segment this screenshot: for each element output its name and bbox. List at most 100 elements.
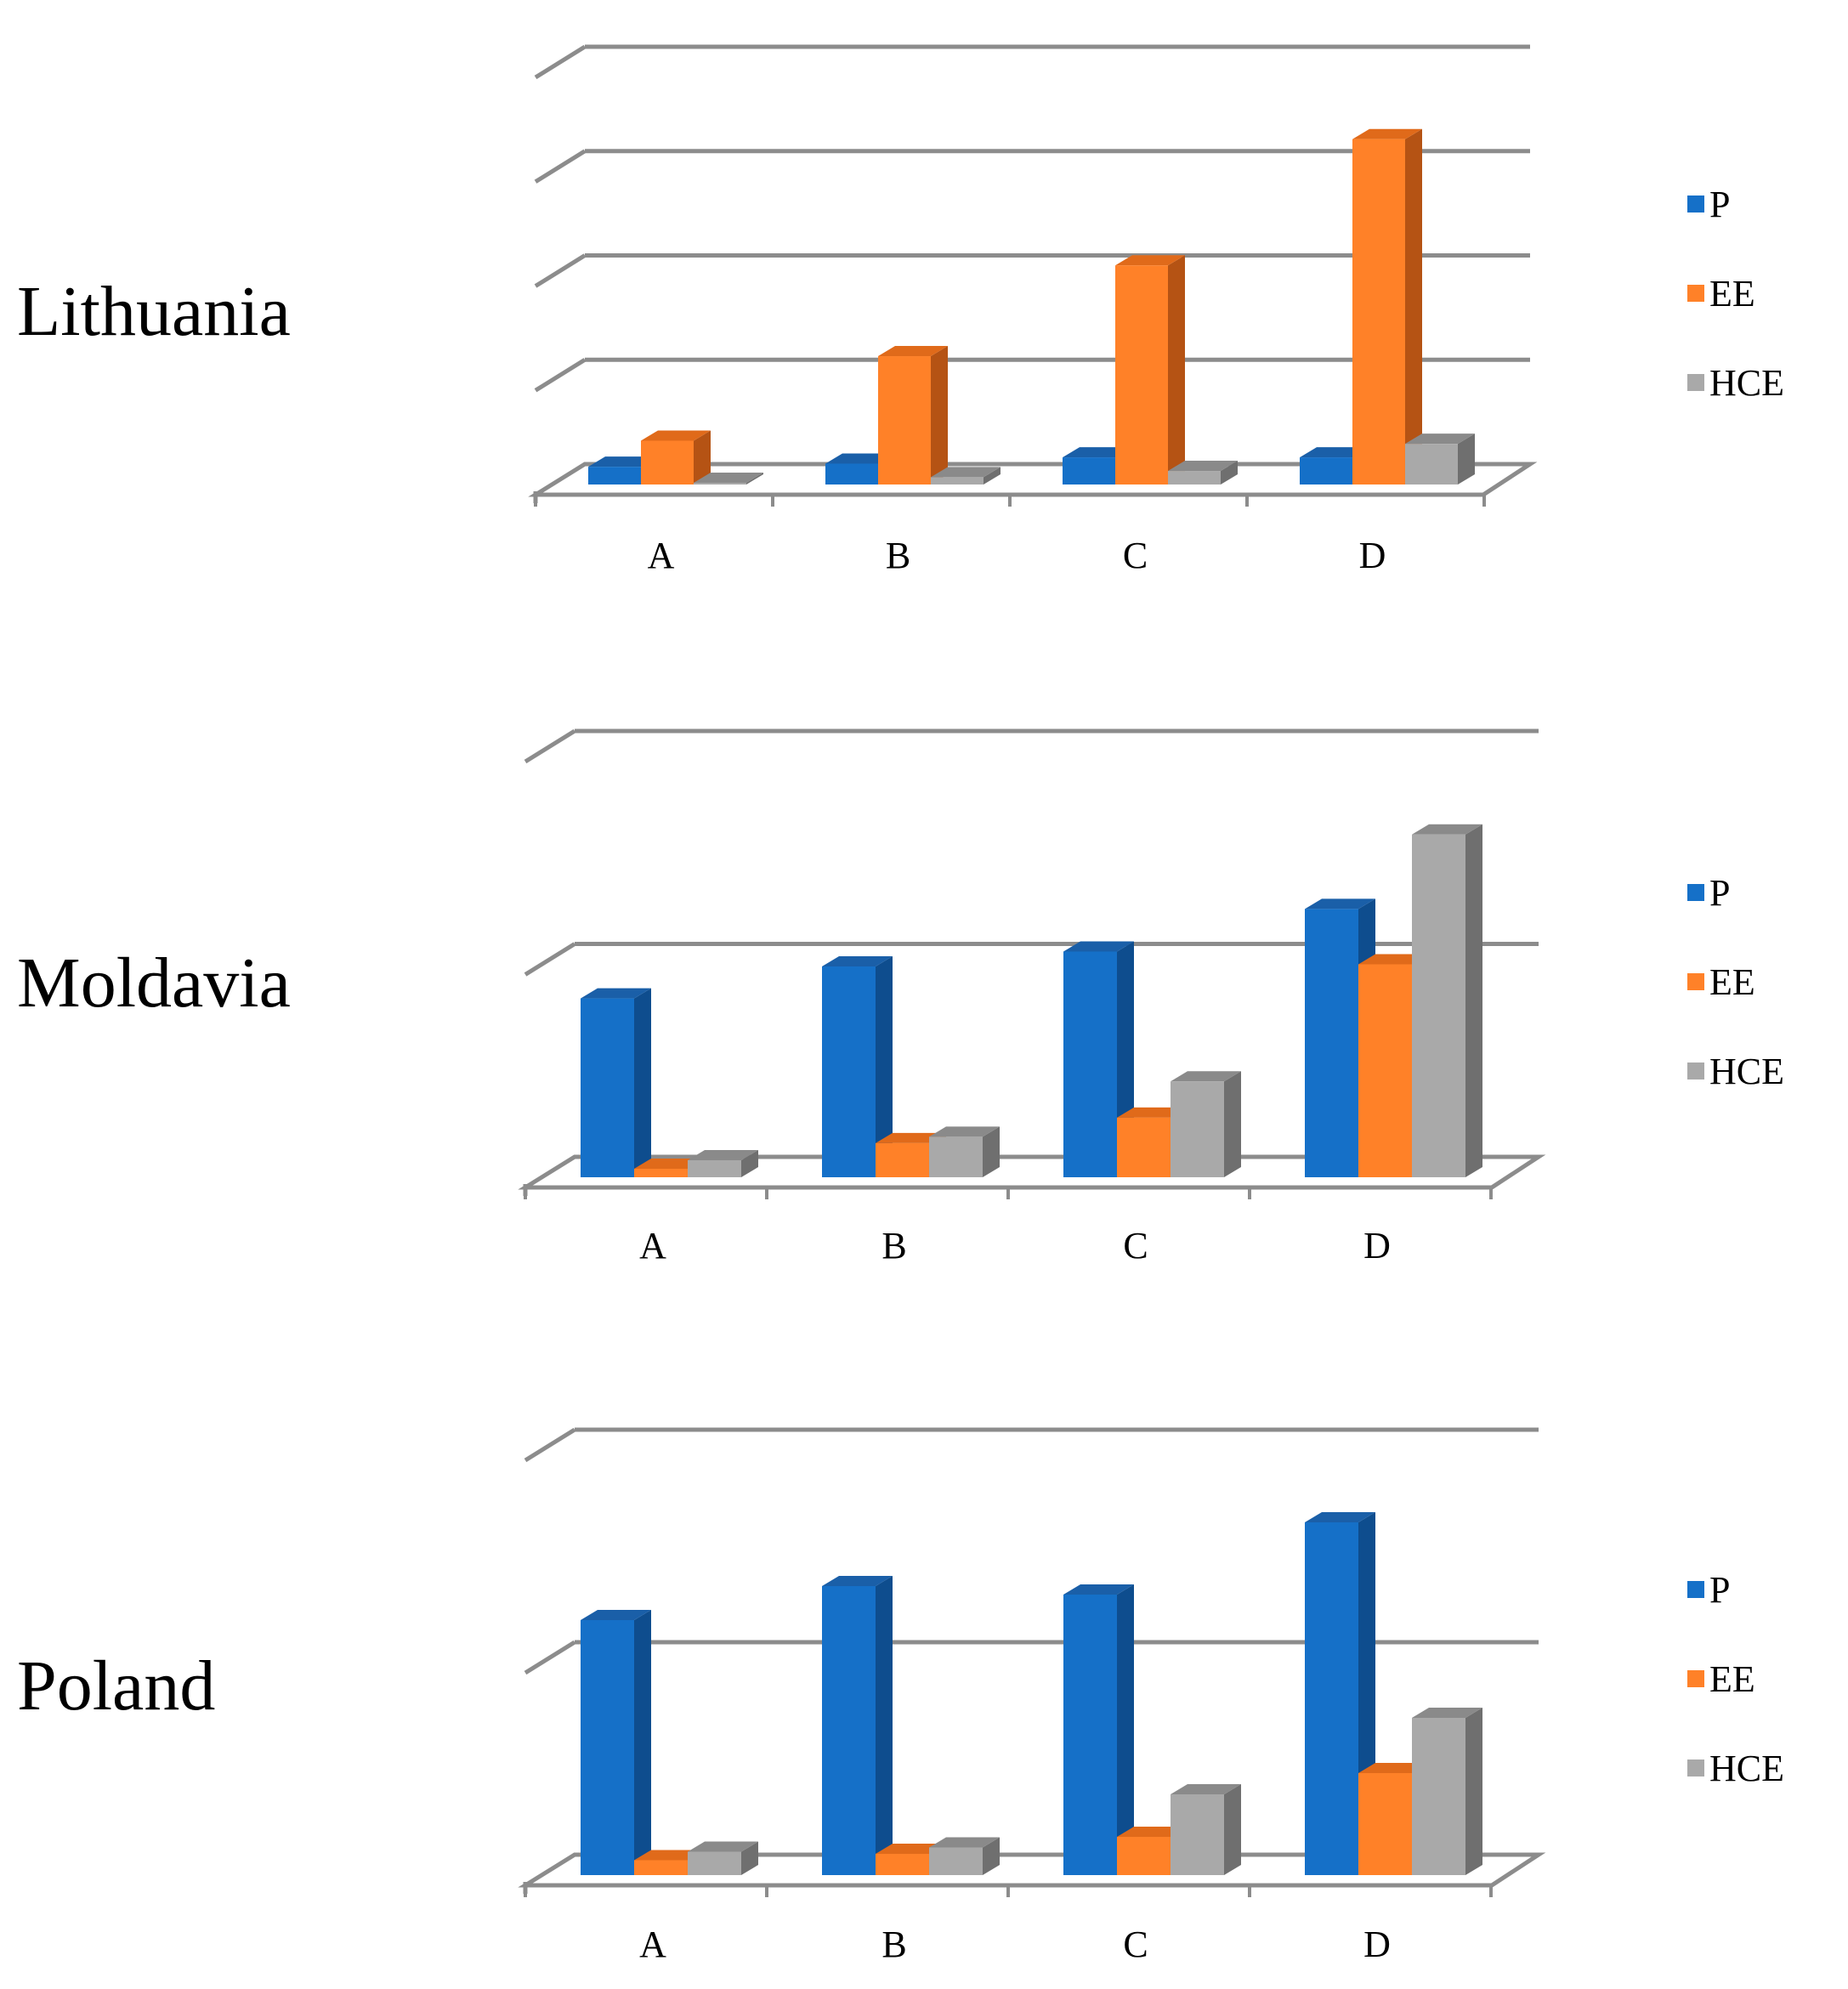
bar-ee-d: [1358, 964, 1412, 1177]
bar-top: [588, 456, 658, 468]
legend-item-hce: HCE: [1687, 361, 1784, 404]
bar-hce-d: [1412, 834, 1465, 1177]
country-label: Lithuania: [17, 272, 291, 351]
bar-p-c: [1063, 457, 1115, 484]
bar-ee-c: [1115, 265, 1168, 484]
bar-top: [688, 1841, 758, 1852]
bar-side: [1224, 1071, 1241, 1177]
bar-side: [746, 473, 763, 484]
gridline-side: [524, 942, 576, 977]
legend-label-hce: HCE: [1709, 1050, 1784, 1092]
bar-side: [1117, 1584, 1134, 1875]
bar-hce-b: [931, 477, 984, 484]
bar-top: [1117, 1827, 1188, 1837]
bar-p-d: [1300, 457, 1352, 484]
country-label: Poland: [17, 1646, 216, 1726]
category-label: C: [1123, 1924, 1148, 1965]
bar-top: [1358, 954, 1429, 965]
legend-swatch-hce: [1687, 1062, 1704, 1080]
bar-side: [1405, 128, 1422, 484]
bar-top: [1305, 898, 1375, 910]
bar-top: [1171, 1071, 1241, 1082]
legend-swatch-hce: [1687, 1760, 1704, 1776]
bar-ee-a: [634, 1860, 688, 1875]
bar-hce-c: [1171, 1081, 1224, 1177]
bar-top: [641, 430, 711, 441]
bar-hce-c: [1171, 1794, 1224, 1875]
poland-chart-panel: Poland A B C D P EE HCE: [0, 1326, 1848, 1989]
bar-side: [741, 1841, 758, 1875]
gridline-side: [524, 1427, 576, 1463]
bar-top: [1171, 1784, 1241, 1794]
bar-top: [876, 1132, 946, 1143]
legend-item-hce: HCE: [1687, 1747, 1784, 1789]
legend-item-ee: EE: [1687, 1658, 1755, 1700]
category-label: B: [881, 1924, 906, 1965]
bar-p-c: [1063, 1595, 1117, 1875]
bar-top: [822, 956, 893, 967]
bar-top: [688, 1149, 758, 1160]
bar-side: [931, 346, 948, 484]
category-label: A: [639, 1225, 666, 1266]
legend-label-ee: EE: [1709, 1658, 1755, 1700]
bar-side: [1465, 1708, 1482, 1875]
bar-side: [876, 1576, 893, 1875]
legend-item-p: P: [1687, 183, 1730, 225]
bar-p-a: [588, 467, 641, 484]
legend-label-p: P: [1709, 1568, 1731, 1611]
legend-swatch-ee: [1687, 285, 1704, 302]
moldavia-bar-chart: A B C D: [518, 728, 1546, 1266]
lithuania-chart-panel: Lithuania A B C D P EE HCE: [0, 0, 1848, 663]
bar-hce-a: [688, 1159, 741, 1177]
gridline-side: [524, 728, 576, 764]
bar-side: [984, 467, 1001, 484]
bar-top: [876, 1844, 946, 1854]
gridline-side: [534, 149, 587, 184]
bar-side: [634, 988, 651, 1177]
bar-top: [581, 988, 651, 999]
legend-item-p: P: [1687, 871, 1730, 914]
bar-side: [983, 1126, 1000, 1177]
bar-top: [929, 1126, 1000, 1137]
bar-p-c: [1063, 951, 1117, 1177]
country-label: Moldavia: [17, 944, 291, 1023]
bar-side: [694, 430, 711, 484]
bar-top: [1168, 461, 1238, 472]
bar-ee-c: [1117, 1117, 1171, 1177]
category-label: D: [1359, 535, 1386, 576]
legend-swatch-ee: [1687, 973, 1704, 990]
lithuania-bar-chart: A B C D: [528, 44, 1538, 576]
bar-ee-b: [878, 356, 931, 484]
category-label: A: [648, 535, 675, 576]
bar-ee-b: [876, 1854, 929, 1875]
gridline-side: [534, 358, 587, 393]
bar-top: [1352, 128, 1422, 139]
bar-top: [825, 453, 895, 464]
legend-swatch-ee: [1687, 1670, 1704, 1687]
legend-swatch-p: [1687, 1581, 1704, 1598]
bar-top: [1117, 1107, 1188, 1118]
bar-side: [741, 1149, 758, 1177]
bar-p-d: [1305, 909, 1358, 1177]
legend-item-ee: EE: [1687, 960, 1755, 1003]
bar-side: [876, 956, 893, 1177]
legend-label-hce: HCE: [1709, 1747, 1784, 1789]
bar-p-a: [581, 998, 634, 1177]
gridline-side: [534, 44, 587, 80]
legend-item-hce: HCE: [1687, 1050, 1784, 1092]
bar-ee-c: [1117, 1837, 1171, 1875]
bar-hce-a: [694, 483, 746, 484]
bar-ee-b: [876, 1142, 929, 1177]
bar-p-d: [1305, 1522, 1358, 1875]
bar-side: [634, 1610, 651, 1875]
gridline-side: [524, 1640, 576, 1675]
bar-hce-d: [1412, 1718, 1465, 1875]
category-label: B: [881, 1225, 906, 1266]
bar-top: [1412, 1708, 1482, 1718]
category-label: B: [886, 535, 910, 576]
bar-hce-a: [688, 1851, 741, 1875]
legend-swatch-p: [1687, 196, 1704, 212]
bar-top: [634, 1158, 705, 1169]
bar-top: [694, 473, 763, 483]
bar-top: [1115, 255, 1185, 266]
